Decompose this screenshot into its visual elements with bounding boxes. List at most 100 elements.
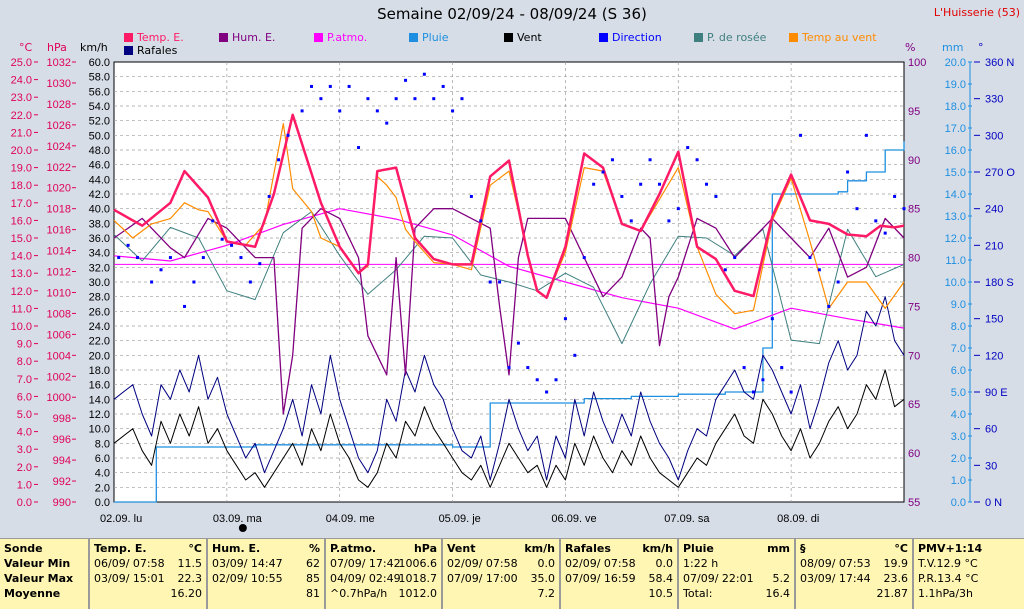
- table-col-header: Pluie: [683, 542, 714, 555]
- pressure-tick-label: 1018: [47, 204, 71, 216]
- direction-point: [780, 366, 784, 370]
- legend-label: Hum. E.: [232, 31, 276, 44]
- table-col: P.atmo. hPa 07/09/ 17:42 1006.6 04/09/ 02:49…: [324, 539, 441, 609]
- pressure-tick-label: 1020: [47, 183, 71, 195]
- table-row: Temp. E. °C: [90, 541, 206, 556]
- table-cell-value: 21.87: [876, 587, 909, 600]
- direction-point: [874, 219, 878, 223]
- table-cell-label: 03/09/ 14:47: [212, 557, 283, 570]
- rain-tick-label: 4.0: [951, 409, 966, 421]
- legend-dewpoint: P. de rosée: [694, 31, 766, 44]
- rain-tick-label: 3.0: [951, 431, 966, 443]
- direction-tick-label: 300: [985, 130, 1003, 142]
- direction-point: [902, 207, 906, 211]
- direction-point: [451, 109, 455, 113]
- table-row: ^0.7hPa/h 1012.0: [326, 586, 441, 601]
- temp-tick-label: 22.0: [11, 110, 32, 122]
- table-col-unit: °C: [894, 542, 908, 555]
- direction-point: [554, 378, 558, 382]
- day-tick-label: 08.09. di: [777, 513, 819, 525]
- wind-tick-label: 20.0: [89, 350, 110, 362]
- direction-point: [220, 237, 224, 241]
- direction-point: [394, 97, 398, 101]
- wind-tick-label: 26.0: [89, 306, 110, 318]
- direction-point: [516, 341, 520, 345]
- table-cell-value: 85: [306, 572, 320, 585]
- legend-direction: Direction: [599, 31, 662, 44]
- temp-tick-label: 17.0: [11, 198, 32, 210]
- table-cell-label: 04/09/ 02:49: [330, 572, 401, 585]
- legend-swatch: [599, 33, 608, 42]
- temp-axis-unit: °C: [19, 41, 33, 54]
- table-cell-value: 5.2: [772, 572, 791, 585]
- pressure-tick-label: 1014: [47, 246, 71, 258]
- direction-point: [573, 353, 577, 357]
- rain-tick-label: 18.0: [945, 101, 966, 113]
- wind-tick-label: 0.0: [95, 497, 110, 509]
- direction-point: [159, 268, 163, 272]
- temp-tick-label: 15.0: [11, 233, 32, 245]
- humidity-tick-label: 95: [908, 106, 920, 118]
- legend-gusts: Rafales: [124, 44, 177, 57]
- direction-point: [230, 243, 234, 247]
- direction-point: [761, 378, 765, 382]
- weather-chart: 0.0 1.0 2.0 3.0 4.0 5.0 6.0 7.0 8.0 9.0 10.0 11.0 12…: [11, 57, 1015, 532]
- direction-point: [300, 109, 304, 113]
- direction-point: [267, 194, 271, 198]
- direction-point: [846, 170, 850, 174]
- table-cell-label: 07/09/ 17:00: [447, 572, 518, 585]
- direction-point: [126, 243, 130, 247]
- direction-point: [201, 256, 205, 260]
- temp-tick-label: 18.0: [11, 180, 32, 192]
- table-col: Pluie mm 1:22 h 07/09/ 22:01 5.2 Total: 16.4: [677, 539, 794, 609]
- rain-tick-label: 10.0: [945, 277, 966, 289]
- direction-point: [385, 121, 389, 125]
- direction-point: [893, 194, 897, 198]
- wind-tick-label: 54.0: [89, 101, 110, 113]
- direction-point: [338, 109, 342, 113]
- direction-tick-label: 180 S: [985, 277, 1014, 289]
- direction-point: [347, 84, 351, 88]
- wind-tick-label: 8.0: [95, 438, 110, 450]
- temp-tick-label: 5.0: [17, 409, 32, 421]
- legend-label: Temp au vent: [802, 31, 877, 44]
- rain-tick-label: 20.0: [945, 57, 966, 69]
- direction-point: [883, 231, 887, 235]
- table-row: 03/09/ 14:47 62: [208, 556, 324, 571]
- table-cell-value: 35.0: [530, 572, 556, 585]
- table-cell-label: 02/09/ 07:58: [447, 557, 518, 570]
- direction-point: [733, 256, 737, 260]
- day-tick-label: 04.09. me: [326, 513, 375, 525]
- pressure-tick-label: 1004: [47, 350, 71, 362]
- wind-tick-label: 42.0: [89, 189, 110, 201]
- pressure-tick-label: 1012: [47, 267, 71, 279]
- direction-point: [277, 158, 281, 162]
- rain-axis-unit: mm: [942, 41, 964, 54]
- table-row: 02/09/ 10:55 85: [208, 571, 324, 586]
- table-col-unit: mm: [767, 542, 790, 555]
- legend-wind: Vent: [504, 31, 542, 44]
- direction-point: [319, 97, 323, 101]
- direction-point: [357, 146, 361, 150]
- humidity-tick-label: 60: [908, 448, 920, 460]
- wind-tick-label: 14.0: [89, 394, 110, 406]
- table-col: Rafales km/h 02/09/ 07:58 0.0 07/09/ 16:59 58…: [559, 539, 677, 609]
- direction-point: [422, 72, 426, 76]
- direction-point: [248, 280, 252, 284]
- table-row: 81: [208, 586, 324, 601]
- series-line-vent: [113, 369, 905, 488]
- table-col-header: Rafales: [565, 542, 611, 555]
- rain-tick-label: 16.0: [945, 145, 966, 157]
- legend-temp: Temp. E.: [124, 31, 184, 44]
- table-cell-value: 1012.0: [398, 587, 438, 600]
- table-row: 02/09/ 07:58 0.0: [561, 556, 677, 571]
- pressure-tick-label: 1028: [47, 99, 71, 111]
- temp-tick-label: 16.0: [11, 215, 32, 227]
- direction-point: [328, 84, 332, 88]
- table-cell-label: Total:: [683, 587, 713, 600]
- direction-tick-label: 150: [985, 314, 1003, 326]
- direction-point: [582, 256, 586, 260]
- table-row: Total: 16.4: [679, 586, 794, 601]
- rain-tick-label: 13.0: [945, 211, 966, 223]
- station-name[interactable]: L'Huisserie (53): [933, 6, 1020, 19]
